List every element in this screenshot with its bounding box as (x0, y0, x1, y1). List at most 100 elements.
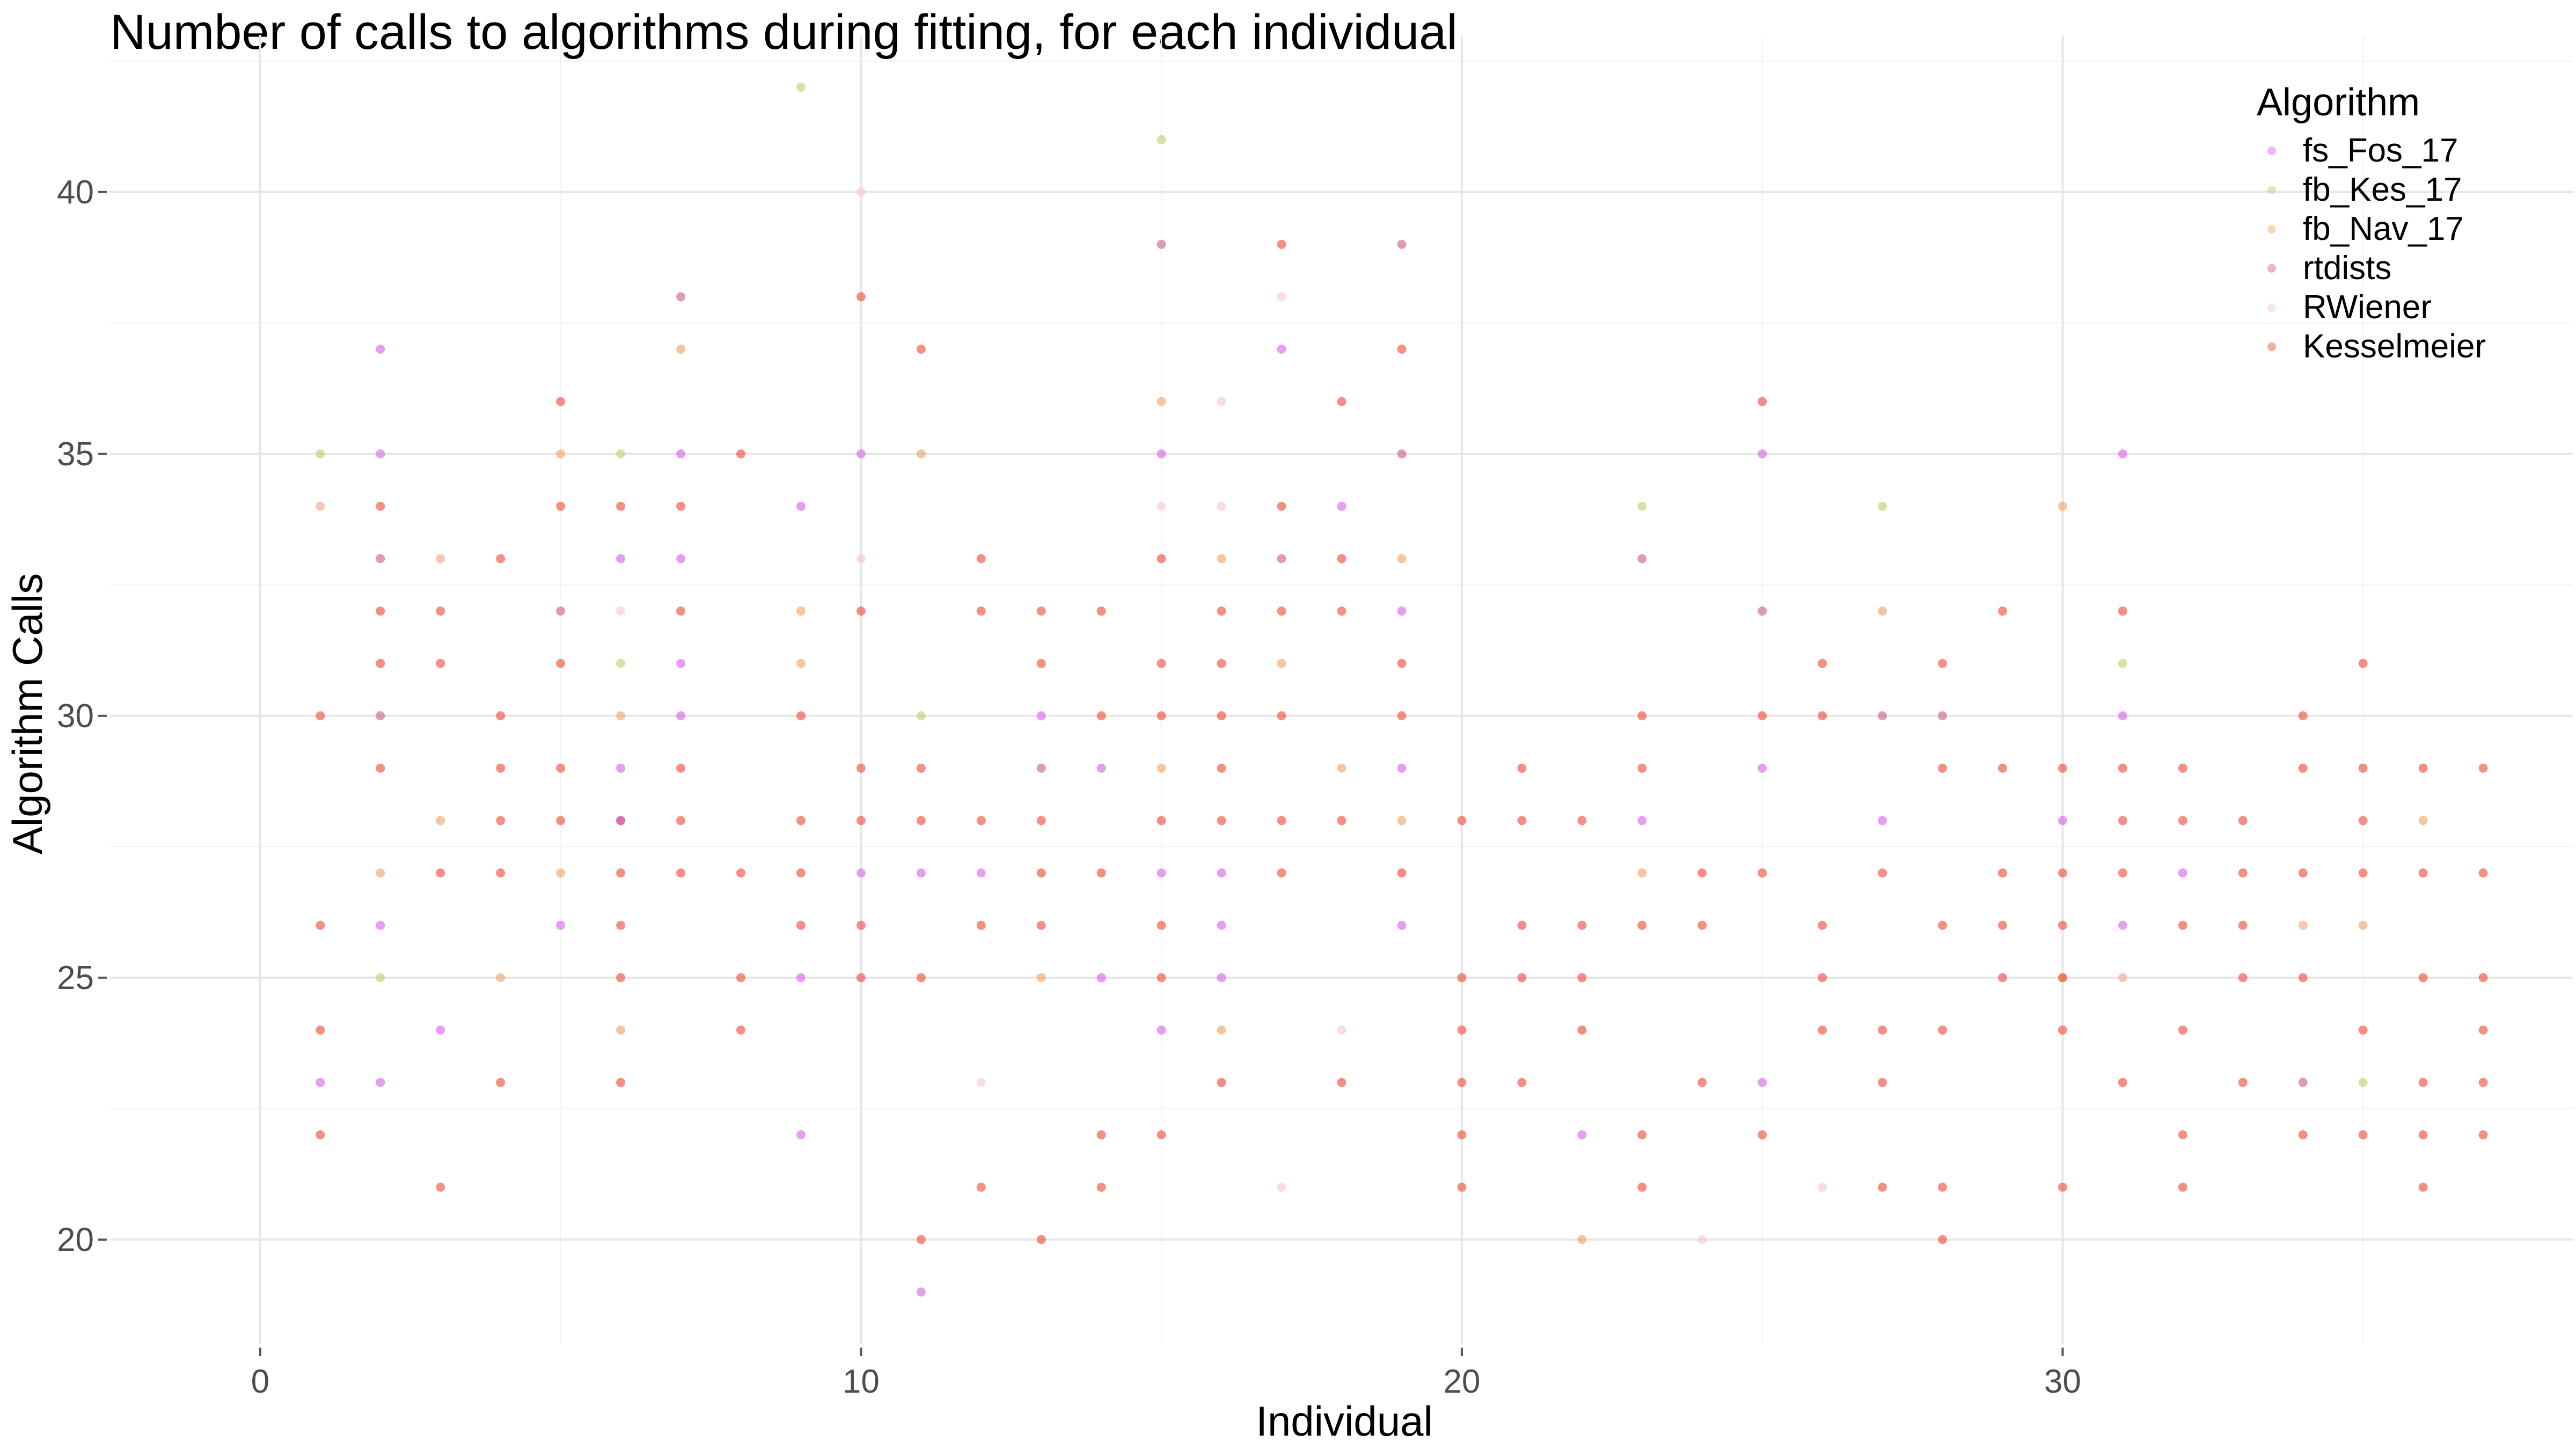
data-point (976, 1182, 986, 1192)
legend-key (2261, 297, 2282, 318)
data-point (376, 868, 385, 878)
series-fs_Fos_17 (316, 345, 2187, 1297)
series-RWiener (316, 187, 2308, 1245)
data-point (1157, 501, 1166, 511)
legend-key (2261, 179, 2282, 201)
data-point (796, 868, 806, 878)
data-point (1577, 1025, 1587, 1035)
data-point (616, 501, 626, 511)
data-point (1217, 711, 1226, 721)
data-point (2478, 1025, 2488, 1035)
data-point (1758, 1078, 1767, 1087)
data-point (1637, 711, 1647, 721)
data-point (2298, 711, 2308, 721)
data-point (1277, 606, 1286, 616)
data-point (676, 554, 686, 564)
data-point (1096, 1182, 1106, 1192)
data-point (1938, 1235, 1948, 1245)
data-point (736, 1025, 745, 1035)
data-point (1277, 239, 1286, 249)
legend-item: rtdists (2257, 248, 2486, 288)
data-point (796, 816, 806, 825)
data-point (616, 868, 626, 878)
data-point (2058, 816, 2067, 825)
data-point (856, 606, 866, 616)
data-point (1157, 711, 1166, 721)
data-point (2178, 1182, 2187, 1192)
data-point (856, 920, 866, 930)
data-point (616, 1025, 626, 1035)
data-point (316, 1078, 325, 1087)
data-point (1818, 1182, 1827, 1192)
data-point (2358, 763, 2368, 773)
data-point (976, 816, 986, 825)
data-point (1997, 920, 2007, 930)
legend-marker (2267, 224, 2276, 233)
data-point (616, 1078, 626, 1087)
data-point (1337, 1078, 1346, 1087)
data-point (1997, 973, 2007, 983)
data-point (1697, 868, 1707, 878)
data-point (556, 658, 566, 668)
data-point (2238, 816, 2248, 825)
data-point (1217, 658, 1226, 668)
legend-key (2261, 218, 2282, 240)
data-point (1938, 1182, 1948, 1192)
data-point (1157, 554, 1166, 564)
data-point (2358, 1078, 2368, 1087)
data-point (2358, 658, 2368, 668)
data-point (1277, 816, 1286, 825)
data-point (376, 345, 385, 354)
data-point (1697, 1235, 1707, 1245)
data-point (1457, 816, 1467, 825)
data-point (796, 973, 806, 983)
data-point (676, 606, 686, 616)
data-point (316, 1025, 325, 1035)
data-point (2058, 868, 2067, 878)
data-point (1337, 554, 1346, 564)
y-tick-label: 25 (57, 960, 94, 997)
series-Kesselmeier (316, 239, 2488, 1245)
data-point (1277, 711, 1286, 721)
data-point (1637, 816, 1647, 825)
data-point (1457, 1078, 1467, 1087)
data-point (1157, 658, 1166, 668)
data-point (2178, 1025, 2187, 1035)
data-point (916, 763, 926, 773)
y-tick-label: 20 (57, 1221, 94, 1258)
data-point (1758, 868, 1767, 878)
data-point (1157, 1025, 1166, 1035)
data-point (2358, 868, 2368, 878)
data-point (1397, 868, 1407, 878)
data-point (556, 606, 566, 616)
data-point (916, 711, 926, 721)
data-point (1577, 1130, 1587, 1140)
data-point (2238, 973, 2248, 983)
data-point (616, 920, 626, 930)
data-point (2478, 1130, 2488, 1140)
data-point (376, 449, 385, 459)
data-point (1878, 711, 1887, 721)
data-point (1818, 920, 1827, 930)
data-point (1397, 920, 1407, 930)
data-point (496, 763, 506, 773)
data-point (916, 1287, 926, 1297)
data-point (436, 554, 445, 564)
data-point (1277, 345, 1286, 354)
legend: Algorithm fs_Fos_17 fb_Kes_17 fb_Nav_17 rtd… (2257, 80, 2486, 366)
data-point (856, 449, 866, 459)
data-point (556, 501, 566, 511)
data-point (316, 449, 325, 459)
data-point (2418, 816, 2428, 825)
data-point (856, 554, 866, 564)
data-point (616, 816, 626, 825)
data-point (2058, 501, 2067, 511)
legend-item: fb_Kes_17 (2257, 170, 2486, 209)
data-point (796, 711, 806, 721)
data-point (1157, 1130, 1166, 1140)
data-point (1217, 868, 1226, 878)
legend-item: RWiener (2257, 288, 2486, 327)
data-point (1457, 1182, 1467, 1192)
data-point (1758, 1130, 1767, 1140)
y-axis-label: Algorithm Calls (4, 573, 51, 854)
